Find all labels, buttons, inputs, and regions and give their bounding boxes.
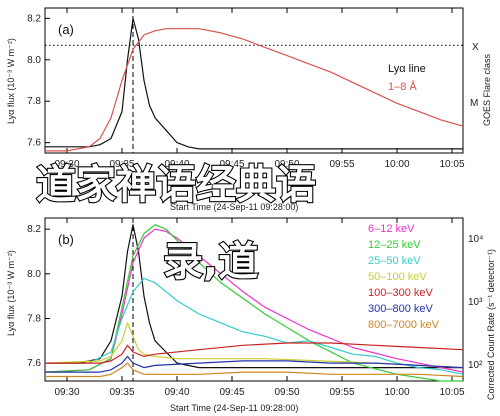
y-tick-label-b-1: 7.8 [27, 313, 41, 324]
x-tick-label-a-6: 10:00 [384, 159, 409, 170]
y-tick-label-b-2: 8.0 [27, 269, 41, 280]
series-line-a-1 [45, 28, 464, 152]
x-tick-label-b-3: 09:45 [219, 387, 244, 398]
overlay-text-line2: 录,道 [163, 239, 258, 285]
series-line-b-1 [44, 228, 464, 373]
legend-100-300: 100–300 keV [368, 287, 433, 299]
legend-300-800: 300–800 keV [368, 303, 433, 315]
panel-a-frame [44, 7, 464, 154]
panel-b-right-ylabel: Corrected Count Rate (s⁻¹ detector⁻¹) [486, 249, 496, 400]
legend-12-25: 12–25 keV [368, 239, 421, 251]
y-tick-label-a-3: 8.2 [27, 13, 41, 24]
panel-b-right-tick-1e2: 10² [468, 360, 483, 371]
series-line-b-4 [44, 322, 464, 369]
x-tick-label-b-4: 09:50 [274, 387, 299, 398]
legend-6-12: 6–12 keV [368, 223, 415, 235]
y-tick-label-a-2: 8.0 [27, 55, 41, 66]
series-line-b-6 [45, 355, 464, 373]
panel-b-tag: (b) [58, 232, 74, 247]
y-tick-label-b-3: 8.2 [27, 224, 41, 235]
series-line-b-2 [44, 224, 463, 382]
panel-b-right-tick-1e3: 10³ [468, 297, 483, 308]
panel-b-xlabel: Start Time (24-Sep-11 09:28:00) [170, 403, 298, 413]
x-tick-label-b-6: 10:00 [384, 387, 409, 398]
y-tick-label-a-1: 7.8 [27, 96, 41, 107]
panel-a-right-tick-M: M [470, 98, 478, 109]
legend-25-50: 25–50 keV [368, 255, 421, 267]
series-line-b-7 [45, 362, 464, 378]
series-line-a-0 [45, 17, 463, 150]
x-tick-label-b-5: 09:55 [329, 387, 354, 398]
x-tick-label-a-4: 09:50 [274, 159, 299, 170]
y-tick-label-b-0: 7.6 [27, 358, 41, 369]
panel-a-ylabel: Lyα flux (10⁻³ W m⁻²) [6, 38, 16, 124]
panel-a-tag: (a) [58, 22, 74, 37]
y-tick-label-a-0: 7.6 [27, 138, 41, 149]
legend-goes: 1–8 Å [388, 80, 417, 93]
panel-b-frame [44, 217, 464, 382]
series-line-b-3 [45, 277, 464, 375]
x-tick-label-b-0: 09:30 [54, 387, 79, 398]
x-tick-label-a-5: 09:55 [329, 159, 354, 170]
panel-b-right-tick-1e4: 10⁴ [468, 234, 483, 245]
panel-a-right-tick-X: X [472, 42, 479, 53]
x-tick-label-a-7: 10:05 [439, 159, 464, 170]
x-tick-label-b-2: 09:40 [164, 387, 189, 398]
panel-a-xlabel: Start Time (24-Sep-11 09:28:00) [170, 202, 298, 212]
legend-800-7000: 800–7000 keV [368, 319, 440, 331]
panel-b-legend: 6–12 keV 12–25 keV 25–50 keV 50–100 keV … [368, 223, 440, 331]
panel-a-right-ylabel: GOES Flare class [482, 53, 492, 126]
series-line-b-0 [45, 224, 463, 369]
overlay-text-line1: 道家禅语经典语 [36, 162, 316, 208]
x-tick-label-a-1: 09:35 [109, 159, 134, 170]
x-tick-label-a-2: 09:40 [164, 159, 189, 170]
legend-50-100: 50–100 keV [368, 271, 427, 283]
panel-b-ylabel: Lyα flux (10⁻³ W m⁻²) [6, 250, 16, 336]
x-tick-label-a-3: 09:45 [219, 159, 244, 170]
x-tick-label-a-0: 09:30 [54, 159, 79, 170]
series-line-b-5 [45, 342, 464, 364]
x-tick-label-b-1: 09:35 [109, 387, 134, 398]
x-tick-label-b-7: 10:05 [439, 387, 464, 398]
legend-lya: Lyα line [388, 63, 426, 75]
